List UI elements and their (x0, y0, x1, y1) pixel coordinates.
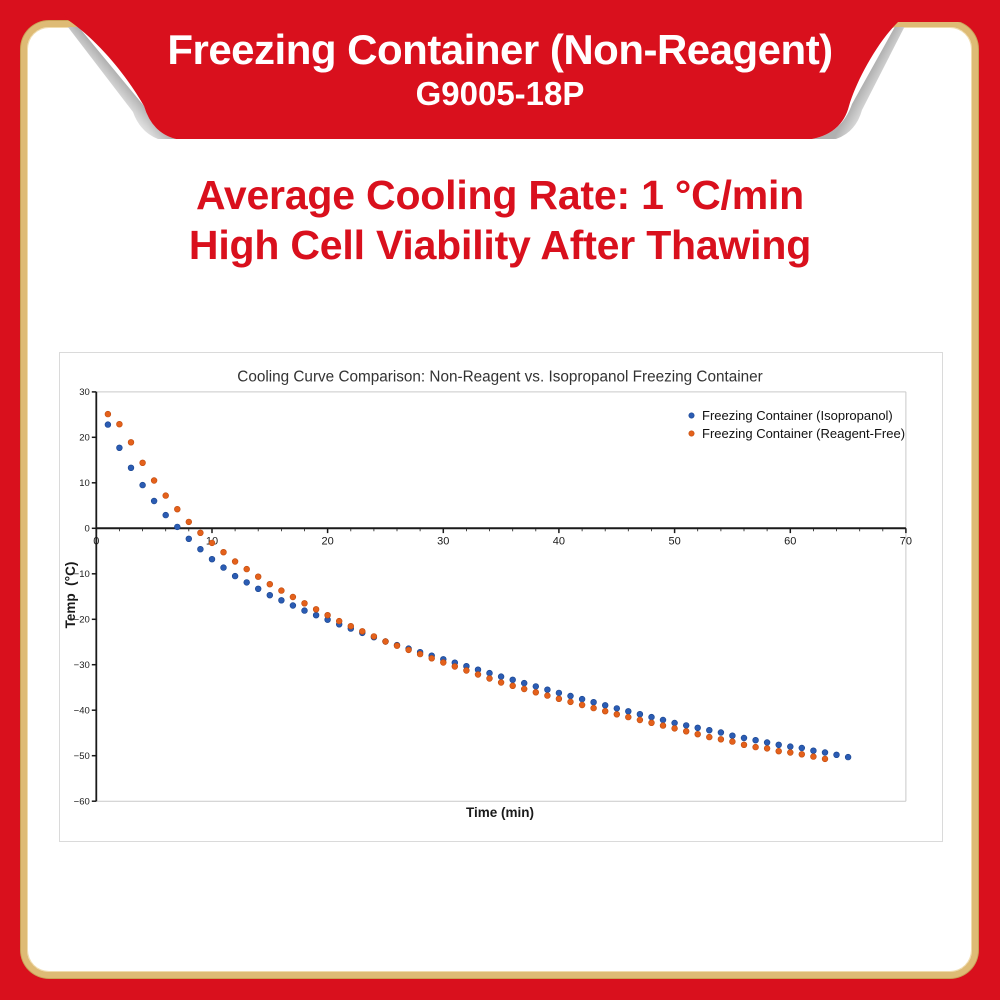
svg-text:0: 0 (93, 535, 99, 547)
svg-text:50: 50 (668, 535, 680, 547)
svg-text:10: 10 (79, 478, 90, 489)
svg-text:60: 60 (784, 535, 796, 547)
svg-text:−20: −20 (74, 615, 90, 626)
svg-text:0: 0 (85, 524, 90, 535)
svg-text:−50: −50 (74, 751, 90, 762)
svg-text:−40: −40 (74, 705, 90, 716)
svg-text:−60: −60 (74, 796, 90, 807)
svg-text:−30: −30 (74, 660, 90, 671)
svg-text:Time (min): Time (min) (466, 805, 534, 820)
svg-text:Freezing Container (Reagent-Fr: Freezing Container (Reagent-Free) (702, 426, 905, 441)
svg-text:70: 70 (900, 535, 912, 547)
svg-text:30: 30 (79, 387, 90, 398)
svg-text:20: 20 (79, 433, 90, 444)
svg-text:Freezing Container (Isopropano: Freezing Container (Isopropanol) (702, 408, 893, 423)
svg-text:30: 30 (437, 535, 449, 547)
svg-text:Temp (°C): Temp (°C) (63, 562, 78, 629)
svg-text:40: 40 (553, 535, 565, 547)
svg-text:20: 20 (321, 535, 333, 547)
svg-text:−10: −10 (74, 569, 90, 580)
svg-text:Cooling Curve Comparison: Non-: Cooling Curve Comparison: Non-Reagent vs… (237, 369, 762, 386)
